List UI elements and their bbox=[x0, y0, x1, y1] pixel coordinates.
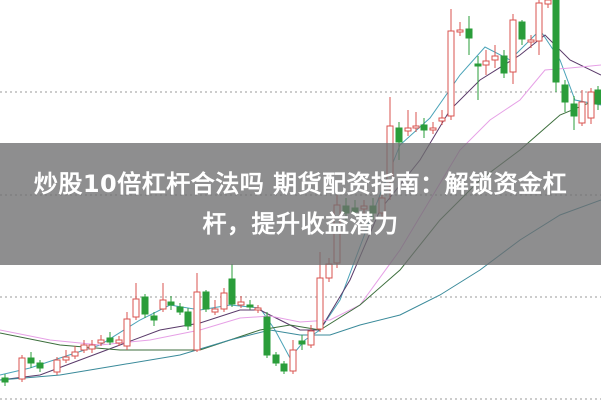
candle-down bbox=[420, 124, 428, 131]
candle-up bbox=[80, 344, 88, 351]
candle-up bbox=[535, 2, 543, 42]
candle-down bbox=[474, 63, 482, 67]
candle-up bbox=[412, 125, 420, 129]
candle-down bbox=[280, 363, 288, 372]
candle-down bbox=[552, 0, 560, 83]
candle-up bbox=[456, 29, 464, 33]
candle-down bbox=[141, 296, 149, 315]
candle-up bbox=[527, 39, 535, 43]
candle-up bbox=[193, 291, 201, 351]
candle-up bbox=[482, 60, 490, 66]
candle-up bbox=[71, 351, 79, 357]
candle-down bbox=[36, 362, 44, 369]
candle-down bbox=[395, 127, 403, 143]
candle-down bbox=[263, 316, 271, 356]
candle-up bbox=[447, 30, 455, 117]
candle-up bbox=[429, 127, 437, 131]
candle-down bbox=[176, 306, 184, 313]
candle-up bbox=[132, 298, 140, 318]
candle-down bbox=[500, 55, 508, 74]
candle-down bbox=[228, 278, 236, 305]
candle-up bbox=[404, 127, 412, 132]
candle-up bbox=[587, 91, 595, 119]
candle-up bbox=[18, 357, 26, 380]
candle-up bbox=[115, 339, 123, 344]
candle-down bbox=[272, 354, 280, 364]
candle-up bbox=[159, 299, 167, 310]
candle-up bbox=[316, 277, 324, 330]
candle-up bbox=[254, 307, 262, 311]
candle-down bbox=[561, 84, 569, 103]
candle-down bbox=[518, 21, 526, 40]
candle-up bbox=[53, 359, 61, 373]
candle-up bbox=[97, 339, 105, 344]
candle-up bbox=[578, 101, 586, 124]
candle-down bbox=[27, 357, 35, 364]
candle-up bbox=[509, 19, 517, 73]
candle-down bbox=[150, 315, 158, 321]
candle-down bbox=[184, 311, 192, 327]
candle-up bbox=[307, 330, 315, 346]
candle-up bbox=[544, 0, 552, 5]
candle-down bbox=[594, 89, 601, 105]
candle-up bbox=[237, 301, 245, 306]
candle-up bbox=[88, 344, 96, 350]
candle-up bbox=[491, 55, 499, 61]
candle-down bbox=[298, 340, 306, 345]
candle-up bbox=[220, 292, 228, 310]
candle-down bbox=[167, 301, 175, 306]
article-title-line-1: 炒股10倍杠杆合法吗 期货配资指南：解锁资金杠 bbox=[33, 170, 568, 198]
candle-up bbox=[438, 117, 446, 122]
candle-down bbox=[246, 304, 254, 308]
candle-down bbox=[1, 377, 9, 383]
article-title-line-2: 杆，提升收益潜力 bbox=[202, 210, 399, 238]
candle-down bbox=[202, 291, 210, 310]
candle-up bbox=[289, 349, 297, 372]
moving-average-line bbox=[0, 64, 601, 346]
candle-up bbox=[211, 308, 219, 313]
candle-down bbox=[106, 337, 114, 343]
candle-up bbox=[325, 263, 333, 279]
candle-up bbox=[123, 318, 131, 347]
title-banner: 炒股10倍杠杆合法吗 期货配资指南：解锁资金杠 杆，提升收益潜力 bbox=[0, 143, 601, 265]
candle-down bbox=[465, 28, 473, 39]
candle-up bbox=[62, 356, 70, 361]
candle-down bbox=[570, 103, 578, 117]
